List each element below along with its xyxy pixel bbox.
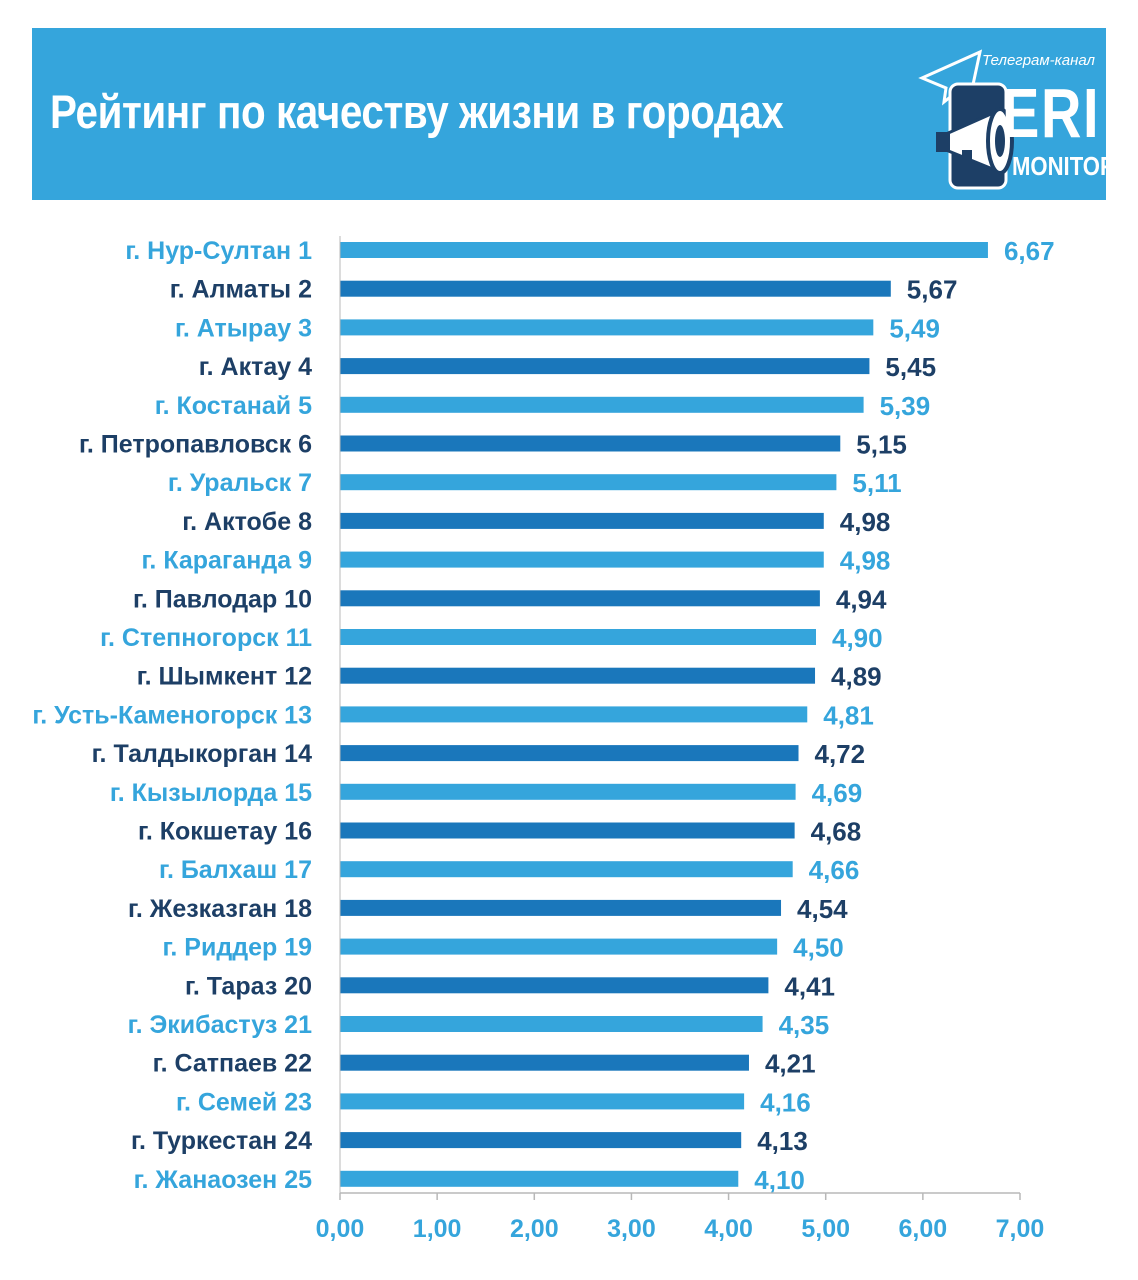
bar: [340, 512, 824, 529]
value-label: 5,39: [880, 391, 931, 421]
bar: [340, 706, 808, 723]
value-label: 5,49: [889, 313, 940, 343]
bar: [340, 242, 988, 258]
value-label: 4,89: [831, 662, 882, 692]
category-label: г. Уральск 7: [168, 469, 312, 497]
value-label: 4,66: [809, 855, 860, 885]
x-tick-label: 6,00: [899, 1215, 948, 1243]
bars-group: г. Нур-Султан 1 6,67 г. Алматы 2 5,67 г. Аты…: [32, 236, 1054, 1195]
value-label: 4,90: [832, 623, 883, 653]
bar: [340, 938, 778, 955]
logo-eri-text: ERI: [1002, 74, 1101, 152]
bar: [340, 783, 796, 800]
category-label: г. Кызылорда 15: [110, 779, 312, 807]
value-label: 4,54: [797, 894, 848, 924]
bar: [340, 474, 837, 491]
category-label: г. Жанаозен 25: [134, 1166, 313, 1194]
category-label: г. Семей 23: [176, 1088, 312, 1116]
category-label: г. Экибастуз 21: [128, 1011, 312, 1039]
bar: [340, 435, 841, 452]
bar: [340, 861, 793, 878]
value-label: 4,16: [760, 1087, 811, 1117]
value-label: 4,94: [836, 584, 887, 614]
x-axis: 0,00 1,00 2,00 3,00 4,00 5,00 6,00 7,00: [316, 236, 1045, 1243]
bar: [340, 822, 795, 839]
header-banner: Рейтинг по качеству жизни в городах Теле…: [32, 28, 1116, 200]
logo-monitor-text: MONITOR: [1012, 151, 1116, 181]
x-tick-label: 1,00: [413, 1215, 462, 1243]
bar: [340, 1132, 742, 1149]
x-tick-label: 5,00: [801, 1215, 850, 1243]
bar: [340, 280, 891, 297]
x-tick-label: 0,00: [316, 1215, 365, 1243]
bar: [340, 745, 799, 762]
page-title: Рейтинг по качеству жизни в городах: [50, 85, 784, 138]
value-label: 4,81: [823, 700, 874, 730]
category-label: г. Актобе 8: [182, 508, 312, 536]
bar: [340, 977, 769, 994]
category-label: г. Актау 4: [199, 353, 312, 381]
value-label: 5,45: [885, 352, 936, 382]
value-label: 4,13: [757, 1126, 808, 1156]
category-label: г. Костанай 5: [155, 392, 312, 420]
category-label: г. Тараз 20: [185, 972, 312, 1000]
logo-caption: Телеграм-канал: [982, 52, 1095, 69]
category-label: г. Риддер 19: [162, 934, 312, 962]
eri-monitor-logo: Телеграм-канал ERI MONITOR: [902, 38, 1116, 198]
bar: [340, 1016, 763, 1032]
category-label: г. Балхаш 17: [159, 856, 312, 884]
value-label: 4,68: [811, 817, 862, 847]
bar: [340, 899, 782, 916]
bar: [340, 1170, 739, 1187]
category-label: г. Сатпаев 22: [153, 1050, 312, 1078]
bar: [340, 590, 820, 607]
category-label: г. Нур-Султан 1: [125, 237, 312, 265]
value-label: 4,41: [784, 971, 835, 1001]
category-label: г. Талдыкорган 14: [92, 740, 312, 768]
category-label: г. Усть-Каменогорск 13: [32, 701, 312, 729]
category-label: г. Петропавловск 6: [79, 431, 312, 459]
value-label: 5,15: [856, 430, 907, 460]
value-label: 5,11: [852, 468, 901, 498]
value-label: 4,50: [793, 933, 844, 963]
bar: [340, 551, 824, 568]
category-label: г. Степногорск 11: [100, 624, 312, 652]
x-tick-label: 7,00: [996, 1215, 1045, 1243]
value-label: 4,21: [765, 1049, 816, 1079]
bar: [340, 667, 816, 684]
category-label: г. Шымкент 12: [137, 663, 312, 691]
value-label: 6,67: [1004, 236, 1055, 266]
bar: [340, 1093, 745, 1110]
x-tick-label: 4,00: [704, 1215, 753, 1243]
x-tick-label: 2,00: [510, 1215, 559, 1243]
value-label: 4,98: [840, 546, 891, 576]
category-label: г. Кокшетау 16: [138, 818, 312, 846]
bar: [340, 629, 816, 645]
value-label: 4,98: [840, 507, 891, 537]
category-label: г. Атырау 3: [175, 314, 312, 342]
value-label: 4,35: [779, 1010, 830, 1040]
category-label: г. Караганда 9: [142, 547, 312, 575]
bar: [340, 358, 870, 375]
category-label: г. Туркестан 24: [131, 1127, 312, 1155]
category-label: г. Алматы 2: [170, 276, 312, 304]
megaphone-icon: [918, 49, 1014, 190]
x-tick-label: 3,00: [607, 1215, 656, 1243]
value-label: 5,67: [907, 275, 958, 305]
value-label: 4,72: [815, 739, 866, 769]
value-label: 4,10: [754, 1165, 805, 1195]
bar: [340, 1054, 749, 1071]
bar: [340, 396, 864, 413]
bar: [340, 319, 874, 336]
value-label: 4,69: [812, 778, 863, 808]
category-label: г. Павлодар 10: [133, 585, 312, 613]
category-label: г. Жезказган 18: [128, 895, 312, 923]
